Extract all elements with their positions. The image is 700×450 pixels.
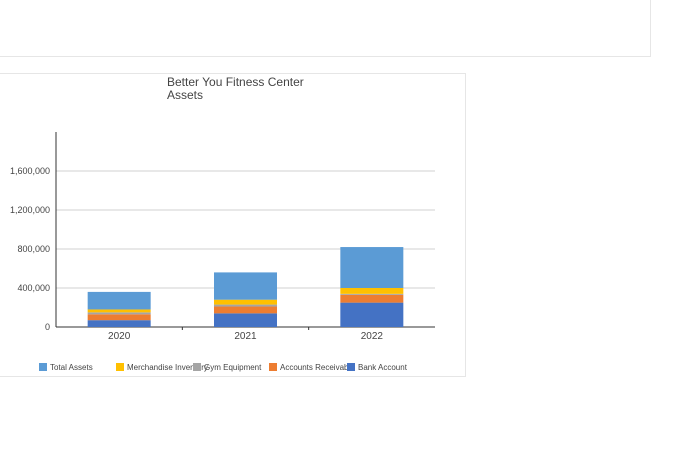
x-category-label: 2022 xyxy=(361,331,384,342)
bar-merchandise-inventory xyxy=(214,299,277,305)
legend-label: Gym Equipment xyxy=(204,363,262,372)
bar-total-assets xyxy=(340,247,404,288)
bar-accounts-receivable xyxy=(340,294,404,303)
legend-label: Bank Account xyxy=(358,363,408,372)
bar-accounts-receivable xyxy=(214,306,277,314)
bar-gym-equipment xyxy=(87,312,151,315)
bar-gym-equipment xyxy=(340,293,404,295)
legend-swatch xyxy=(347,363,355,371)
legend-swatch xyxy=(269,363,277,371)
bar-gym-equipment xyxy=(214,304,277,307)
legend-label: Accounts Receivable xyxy=(280,363,355,372)
y-tick-label: 400,000 xyxy=(17,283,50,293)
bar-bank-account xyxy=(214,313,277,327)
y-tick-label: 0 xyxy=(45,322,50,332)
chart-title-line: Assets xyxy=(167,88,203,102)
bar-accounts-receivable xyxy=(87,314,151,321)
bar-total-assets xyxy=(214,272,277,300)
y-tick-label: 800,000 xyxy=(17,244,50,254)
bar-bank-account xyxy=(340,302,404,327)
legend-label: Merchandise Inventory xyxy=(127,363,208,372)
bar-bank-account xyxy=(87,320,151,327)
legend-swatch xyxy=(39,363,47,371)
top-panel xyxy=(0,0,651,57)
chart-title-line: Better You Fitness Center xyxy=(167,75,304,89)
x-category-label: 2020 xyxy=(108,331,131,342)
legend-swatch xyxy=(116,363,124,371)
legend-label: Total Assets xyxy=(50,363,93,372)
chart-panel: Better You Fitness Center Assets 0 400,000 8… xyxy=(0,73,466,377)
x-category-label: 2021 xyxy=(234,331,257,342)
legend-swatch xyxy=(193,363,201,371)
bar-merchandise-inventory xyxy=(340,288,404,294)
y-tick-label: 1,200,000 xyxy=(10,205,50,215)
bar-total-assets xyxy=(87,291,151,310)
y-tick-label: 1,600,000 xyxy=(10,166,50,176)
bar-merchandise-inventory xyxy=(87,309,151,313)
